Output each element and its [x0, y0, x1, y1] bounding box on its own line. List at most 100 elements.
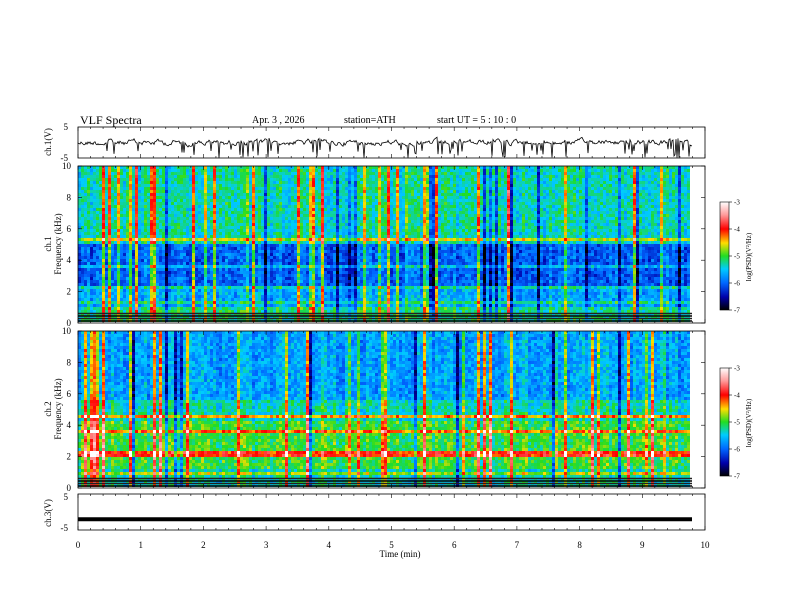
spectrogram-cell	[195, 169, 198, 172]
spectrogram-cell	[231, 226, 234, 229]
spectrogram-cell	[141, 214, 144, 217]
spectrogram-cell	[348, 172, 351, 175]
spectrogram-cell	[93, 205, 96, 208]
spectrogram-cell	[282, 193, 285, 196]
spectrogram-cell	[528, 202, 531, 205]
spectrogram-cell	[81, 187, 84, 190]
spectrogram-cell	[390, 196, 393, 199]
spectrogram-cell	[183, 217, 186, 220]
spectrogram-cell	[240, 187, 243, 190]
spectrogram-cell	[387, 178, 390, 181]
spectrogram-cell	[348, 178, 351, 181]
spectrogram-cell	[543, 184, 546, 187]
spectrogram-cell	[519, 175, 522, 178]
spectrogram-cell	[672, 232, 675, 235]
spectrogram-cell	[417, 226, 420, 229]
spectrogram-cell	[612, 211, 615, 214]
spectrogram-cell	[258, 169, 261, 172]
spectrogram-cell	[681, 172, 684, 175]
ch1-ylabel: ch.1(V)	[43, 128, 53, 156]
spectrogram-cell	[549, 214, 552, 217]
spectrogram-cell	[687, 229, 690, 232]
spectrogram-cell	[561, 235, 564, 238]
spectrogram-cell	[642, 211, 645, 214]
spectrogram-cell	[360, 178, 363, 181]
spectrogram-cell	[393, 187, 396, 190]
spectrogram-cell	[492, 217, 495, 220]
spectrogram-cell	[306, 178, 309, 181]
spectrogram-cell	[453, 172, 456, 175]
spectrogram-cell	[486, 229, 489, 232]
spectrogram-cell	[681, 205, 684, 208]
spectrogram-cell	[147, 211, 150, 214]
spectrogram-cell	[492, 211, 495, 214]
spectrogram-cell	[246, 202, 249, 205]
spectrogram-cell	[375, 169, 378, 172]
spectrogram-cell	[507, 217, 510, 220]
spectrogram-cell	[339, 169, 342, 172]
spectrogram-cell	[147, 205, 150, 208]
spectrogram-cell	[393, 208, 396, 211]
spectrogram-cell	[111, 172, 114, 175]
spectrogram-cell	[339, 178, 342, 181]
spectrogram-cell	[222, 169, 225, 172]
spectrogram-cell	[183, 211, 186, 214]
spectrogram-cell	[651, 166, 654, 169]
spectrogram-cell	[477, 232, 480, 235]
spectrogram-cell	[492, 184, 495, 187]
spectrogram-cell	[429, 181, 432, 184]
spectrogram-cell	[201, 223, 204, 226]
spectrogram-cell	[423, 205, 426, 208]
spectrogram-cell	[243, 226, 246, 229]
spectrogram-cell	[597, 172, 600, 175]
spectrogram-cell	[504, 205, 507, 208]
spectrogram-cell	[378, 232, 381, 235]
spectrogram-cell	[465, 199, 468, 202]
spectrogram-cell	[477, 202, 480, 205]
spectrogram-cell	[216, 172, 219, 175]
spectrogram-cell	[120, 223, 123, 226]
spectrogram-cell	[570, 229, 573, 232]
spectrogram-cell	[279, 205, 282, 208]
spectrogram-cell	[147, 175, 150, 178]
spectrogram-cell	[294, 199, 297, 202]
spectrogram-cell	[498, 178, 501, 181]
spectrogram-cell	[375, 166, 378, 169]
spectrogram-cell	[633, 190, 636, 193]
spectrogram-cell	[606, 205, 609, 208]
spectrogram-cell	[552, 205, 555, 208]
spectrogram-cell	[141, 178, 144, 181]
spectrogram-cell	[165, 190, 168, 193]
spectrogram-cell	[291, 217, 294, 220]
spectrogram-cell	[393, 223, 396, 226]
spectrogram-cell	[336, 187, 339, 190]
spectrogram-cell	[681, 181, 684, 184]
spectrogram-cell	[531, 223, 534, 226]
spectrogram-cell	[498, 220, 501, 223]
spectrogram-cell	[246, 169, 249, 172]
spectrogram-cell	[210, 181, 213, 184]
spectrogram-cell	[174, 223, 177, 226]
spectrogram-cell	[588, 199, 591, 202]
spectrogram-cell	[273, 193, 276, 196]
spectrogram-cell	[84, 202, 87, 205]
spectrogram-cell	[345, 166, 348, 169]
ch1-tick-marks	[77, 127, 706, 158]
spectrogram-cell	[405, 172, 408, 175]
spectrogram-cell	[522, 223, 525, 226]
spectrogram-cell	[303, 208, 306, 211]
spectrogram-cell	[423, 199, 426, 202]
spectrogram-cell	[246, 166, 249, 169]
spectrogram-cell	[627, 187, 630, 190]
spectrogram-cell	[681, 193, 684, 196]
spectrogram-cell	[342, 169, 345, 172]
spectrogram-cell	[372, 226, 375, 229]
spectrogram-cell	[654, 223, 657, 226]
spectrogram-cell	[108, 196, 111, 199]
spectrogram-cell	[360, 172, 363, 175]
spectrogram-cell	[210, 166, 213, 169]
spectrogram-cell	[609, 226, 612, 229]
spectrogram-cell	[540, 199, 543, 202]
spectrogram-cell	[510, 235, 513, 238]
spectrogram-cell	[93, 175, 96, 178]
